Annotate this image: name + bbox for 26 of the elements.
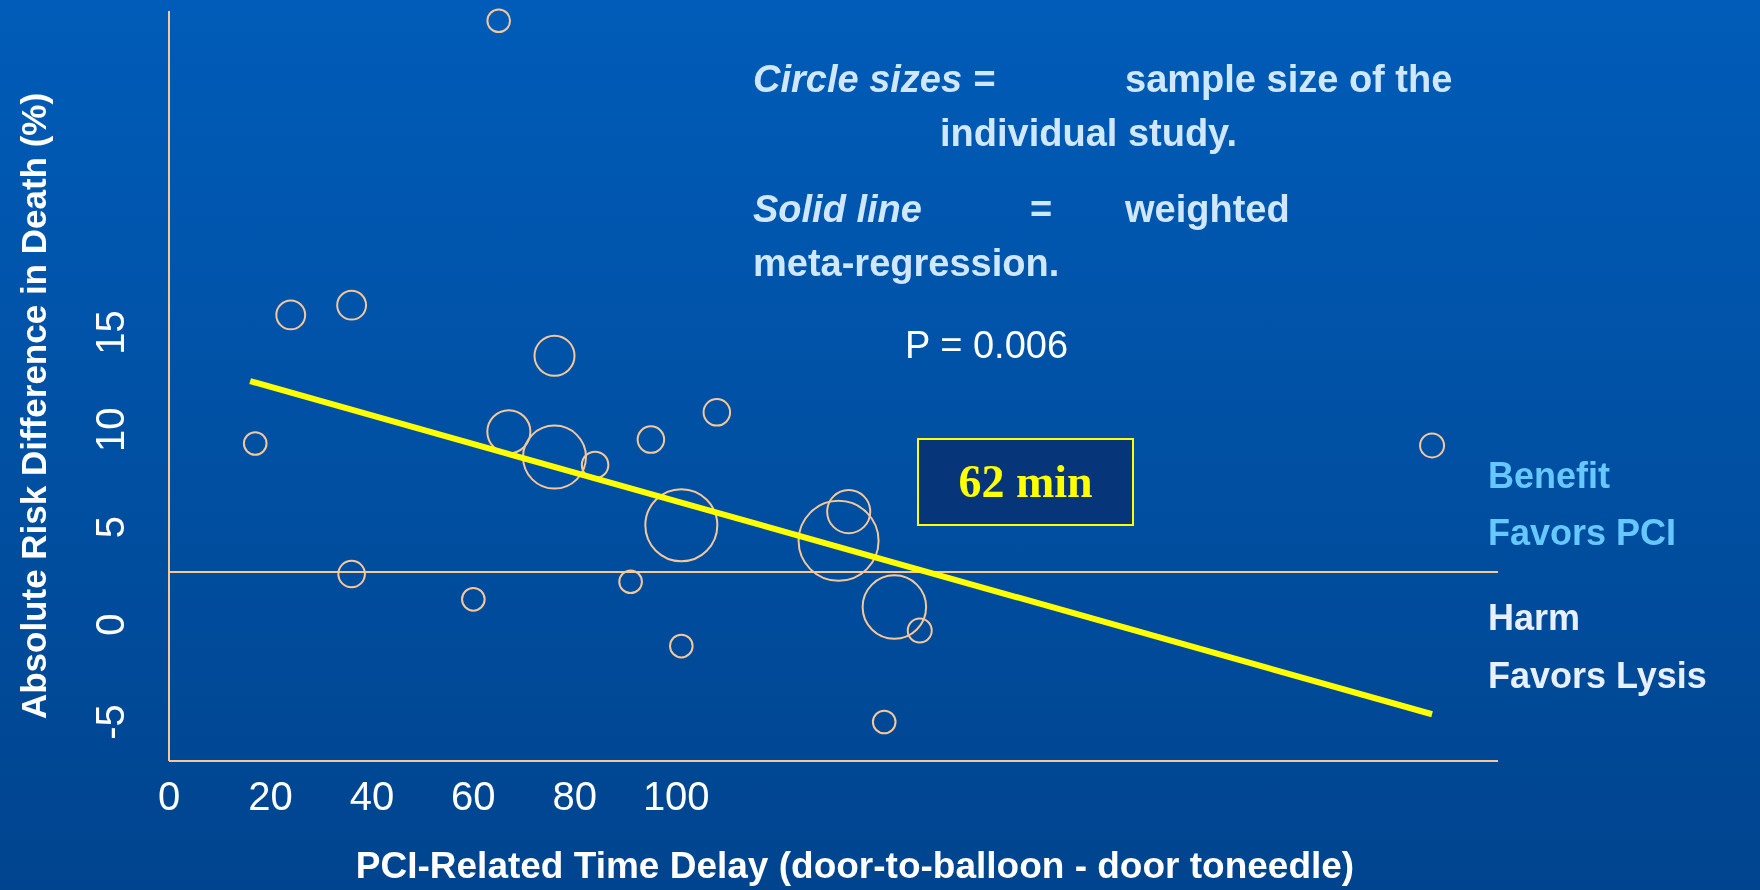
- x-tick-label: 80: [552, 774, 598, 818]
- x-tick-label: 40: [349, 774, 395, 818]
- y-tick-label: 0: [88, 613, 132, 636]
- y-tick-label: 5: [88, 516, 132, 539]
- x-tick-label: 20: [248, 774, 293, 818]
- x-axis-title: PCI-Related Time Delay (door-to-balloon - door toneedle): [355, 845, 1355, 886]
- annotation: Favors PCI: [1488, 512, 1677, 553]
- y-tick-label: 10: [88, 407, 132, 453]
- annotation: sample size of the: [1125, 58, 1453, 100]
- annotation: Solid line: [753, 188, 922, 230]
- annotation: Benefit: [1488, 455, 1611, 496]
- x-tick-label: 0: [157, 774, 181, 818]
- annotation: Favors Lysis: [1488, 655, 1707, 696]
- y-tick-label: 15: [88, 310, 132, 355]
- x-tick-label: 100: [642, 774, 710, 818]
- annotation: weighted: [1124, 188, 1290, 230]
- annotation: individual study.: [940, 112, 1237, 154]
- annotation: Harm: [1488, 597, 1581, 638]
- annotation: 62 min: [958, 456, 1093, 507]
- y-tick-label: -5: [88, 704, 132, 740]
- annotation: =: [1030, 188, 1053, 230]
- annotation: meta-regression.: [753, 242, 1060, 284]
- x-tick-label: 60: [451, 774, 496, 818]
- y-axis-title: Absolute Risk Difference in Death (%): [14, 92, 53, 720]
- annotation: Circle sizes =: [753, 58, 995, 100]
- annotation: P = 0.006: [905, 324, 1069, 366]
